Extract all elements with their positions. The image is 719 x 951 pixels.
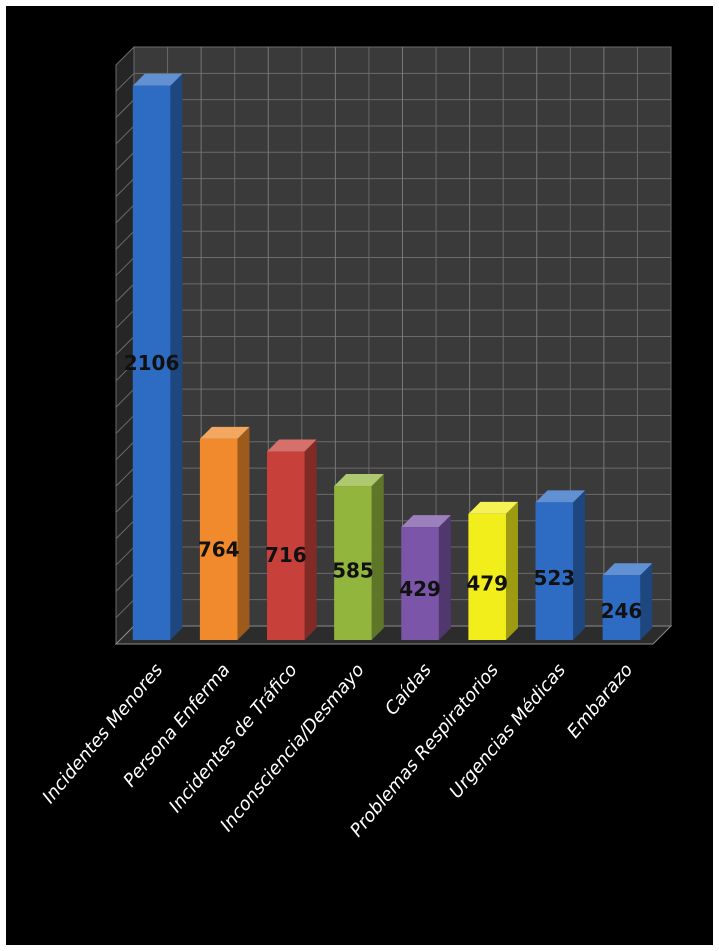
data-label: 585 xyxy=(332,559,374,583)
bar-side xyxy=(170,73,183,641)
bar-top xyxy=(468,501,518,514)
bar-side xyxy=(304,439,317,640)
bar-front xyxy=(334,486,372,640)
bar-front xyxy=(199,438,238,640)
bar-side xyxy=(237,426,250,640)
data-label: 523 xyxy=(533,566,575,590)
data-label: 764 xyxy=(198,538,240,562)
side-gridline xyxy=(115,125,135,145)
category-label: Incidentes Menores xyxy=(38,660,167,808)
bar-chart: 2106 764 716 585 429 479 523 246 Incidentes Men… xyxy=(38,45,673,841)
side-gridline xyxy=(115,151,135,171)
bar-front xyxy=(267,451,305,640)
chart-frame: 2106 764 716 585 429 479 523 246 Incidentes Men… xyxy=(6,6,713,945)
chart-data-labels: 2106 764 716 585 429 479 523 246 xyxy=(124,351,643,623)
data-label: 429 xyxy=(399,577,441,601)
category-label: Inconsciencia/Desmayo xyxy=(216,660,369,836)
side-gridline xyxy=(115,283,135,303)
category-label: Caídas xyxy=(381,660,436,720)
side-gridline xyxy=(115,257,135,276)
side-gridline xyxy=(115,546,135,566)
bar-6 xyxy=(468,501,518,640)
bar-8 xyxy=(602,563,653,640)
side-gridline xyxy=(115,99,135,118)
side-gridline xyxy=(115,309,135,329)
bar-front xyxy=(535,502,574,640)
floor xyxy=(114,625,673,645)
side-gridline xyxy=(115,573,135,592)
bar-top xyxy=(535,490,586,503)
chart-bars xyxy=(132,73,653,641)
bar-5 xyxy=(401,515,451,640)
side-gridline xyxy=(115,494,135,513)
side-gridline xyxy=(115,599,135,619)
bar-7 xyxy=(535,490,586,640)
data-label: 716 xyxy=(265,543,307,567)
side-gridline xyxy=(115,415,135,434)
bar-top xyxy=(334,474,384,487)
bar-2 xyxy=(199,426,250,640)
data-label: 479 xyxy=(466,571,508,595)
side-gridline xyxy=(115,178,135,197)
bar-front xyxy=(401,527,439,640)
category-label: Embarazo xyxy=(563,660,637,743)
data-label: 246 xyxy=(601,599,643,623)
bar-3 xyxy=(267,439,317,640)
category-label: Urgencias Médicas xyxy=(446,660,571,803)
side-gridline xyxy=(115,467,135,487)
bar-top xyxy=(602,563,653,576)
bar-top xyxy=(199,426,250,439)
side-gridline xyxy=(115,388,135,408)
side-gridline xyxy=(115,441,135,461)
side-gridline xyxy=(115,230,135,250)
side-gridline xyxy=(115,520,135,540)
bar-front xyxy=(468,513,506,640)
bar-top xyxy=(132,73,183,86)
bar-side xyxy=(573,490,586,640)
side-gridline xyxy=(115,336,135,355)
bar-4 xyxy=(334,474,384,640)
bar-top xyxy=(267,439,317,452)
data-label: 2106 xyxy=(124,351,180,375)
bar-side xyxy=(438,515,451,640)
category-label: Incidentes de Tráfico xyxy=(165,660,302,817)
bar-front xyxy=(132,85,171,641)
bar-side xyxy=(505,501,518,640)
bar-front xyxy=(602,575,641,640)
side-gridline xyxy=(115,72,135,92)
side-gridline xyxy=(115,204,135,224)
bar-1 xyxy=(132,73,183,641)
bar-side xyxy=(371,474,384,640)
bar-top xyxy=(401,515,451,528)
side-gridline xyxy=(115,362,135,382)
bar-side xyxy=(640,563,653,640)
